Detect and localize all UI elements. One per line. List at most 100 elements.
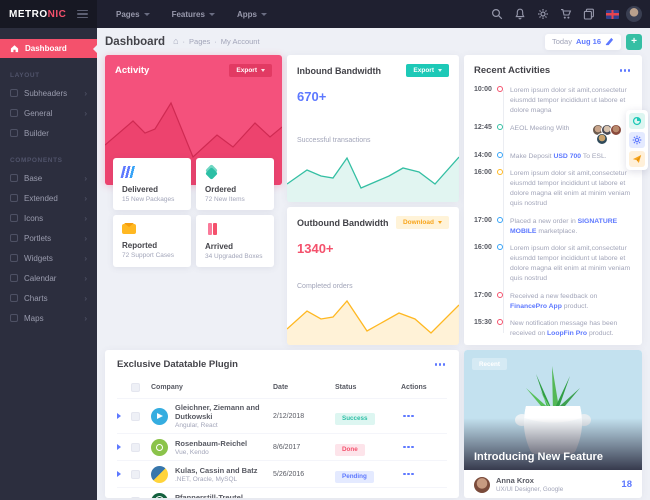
sidebar-item[interactable]: Extended › <box>0 188 97 208</box>
add-button[interactable]: + <box>626 33 642 50</box>
sidebar-section-layout: LAYOUT <box>10 72 40 79</box>
quick-toolbar <box>626 110 648 170</box>
column-header-company[interactable]: Company <box>151 384 183 391</box>
timeline-item: 12:45 AEOL Meeting With <box>474 123 632 145</box>
notifications-bell-icon[interactable] <box>511 5 529 23</box>
stat-tile[interactable]: Ordered 72 New Items <box>196 158 274 210</box>
inbound-line-chart <box>287 156 459 202</box>
row-actions-icon[interactable] <box>401 471 447 478</box>
column-header-status[interactable]: Status <box>335 384 357 391</box>
timeline-dot <box>497 168 503 175</box>
sidebar-item[interactable]: Maps › <box>0 308 97 328</box>
chevron-down-icon <box>438 69 442 72</box>
item-icon <box>10 214 18 222</box>
timeline-text: AEOL Meeting With <box>510 124 570 132</box>
breadcrumb-pages[interactable]: Pages <box>189 37 211 46</box>
sidebar-item[interactable]: Base › <box>0 168 97 188</box>
table-row: Kulas, Cassin and Batz .NET, Oracle, MyS… <box>117 460 447 487</box>
export-dropdown-button[interactable]: Export <box>229 64 272 77</box>
timeline-dot <box>497 319 503 325</box>
stat-icon <box>205 223 219 235</box>
timeline-link[interactable]: LoopFin Pro <box>547 330 588 338</box>
stat-tile[interactable]: Delivered 15 New Packages <box>113 158 191 210</box>
select-all-checkbox[interactable] <box>131 383 140 392</box>
sidebar-item-dashboard[interactable]: Dashboard <box>0 39 97 58</box>
breadcrumb: ⌂ · Pages · My Account <box>173 36 260 47</box>
company-cell: Pfannerstill-Treutel Node, SASS, Webpack <box>151 492 273 498</box>
top-menu-item[interactable]: Pages <box>107 6 159 23</box>
top-menu-item[interactable]: Features <box>163 6 224 23</box>
more-options-icon[interactable] <box>618 67 633 74</box>
row-actions-icon[interactable] <box>401 444 447 451</box>
top-menu-item[interactable]: Apps <box>228 6 276 23</box>
row-actions-icon[interactable] <box>401 413 447 420</box>
activity-timeline: 10:00 Lorem ipsum dolor sit amit,consect… <box>474 86 632 339</box>
quick-panel-icon[interactable] <box>580 5 598 23</box>
company-name: Gleichner, Ziemann and Dutkowski <box>175 403 260 421</box>
metronic-logo[interactable]: METRONIC <box>9 8 67 20</box>
sidebar-item[interactable]: Charts › <box>0 288 97 308</box>
main-content: Activity Export Delivered 15 New Package… <box>105 55 642 498</box>
timeline-item: 14:00 Make Deposit USD 700 To ESL. <box>474 151 632 162</box>
timeline-time: 17:00 <box>474 216 492 224</box>
row-checkbox[interactable] <box>131 469 140 479</box>
cart-icon[interactable] <box>557 5 575 23</box>
company-cell: Gleichner, Ziemann and Dutkowski Angular… <box>151 403 273 429</box>
subheader: Dashboard ⌂ · Pages · My Account Today A… <box>97 28 650 55</box>
settings-gear-icon[interactable] <box>629 132 645 148</box>
user-avatar[interactable] <box>626 6 642 22</box>
sidebar-item[interactable]: Portlets › <box>0 228 97 248</box>
company-logo <box>151 407 168 425</box>
timeline-item: 16:00 Lorem ipsum dolor sit amit,consect… <box>474 168 632 210</box>
timeline-item: 15:30 New notification message has been … <box>474 319 632 339</box>
row-checkbox[interactable] <box>131 496 140 498</box>
send-paper-plane-icon[interactable] <box>629 151 645 167</box>
date-picker-icon <box>605 37 614 46</box>
expand-row-icon[interactable] <box>117 471 121 477</box>
date-cell: 8/6/2017 <box>273 443 301 451</box>
avatar <box>610 123 622 136</box>
sidebar-item[interactable]: Builder <box>0 123 97 143</box>
settings-gear-icon[interactable] <box>534 5 552 23</box>
sidebar-toggle-icon[interactable] <box>77 9 88 19</box>
chevron-right-icon: › <box>84 88 87 98</box>
column-header-date[interactable]: Date <box>273 384 289 391</box>
timeline-time: 17:00 <box>474 291 492 299</box>
feature-author-row: Anna Krox UX/UI Designer, Google 18 <box>464 470 642 498</box>
chevron-right-icon: › <box>84 293 87 303</box>
author-avatar[interactable] <box>474 476 490 493</box>
date-picker-button[interactable]: Today Aug 16 <box>544 33 621 50</box>
expand-row-icon[interactable] <box>117 413 121 419</box>
layout-builder-chart-icon[interactable] <box>629 113 645 129</box>
timeline-link[interactable]: USD 700 <box>553 152 582 160</box>
timeline-item: 16:00 Lorem ipsum dolor sit amit,consect… <box>474 243 632 285</box>
feature-title: Introducing New Feature <box>474 451 603 463</box>
row-checkbox[interactable] <box>131 442 140 452</box>
search-icon[interactable] <box>488 5 506 23</box>
sidebar-item[interactable]: General › <box>0 103 97 123</box>
timeline-time: 12:45 <box>474 123 492 131</box>
stat-tile[interactable]: Arrived 34 Upgraded Boxes <box>196 215 274 267</box>
language-flag-icon[interactable] <box>603 5 621 23</box>
sidebar: Dashboard LAYOUT Subheaders › General › … <box>0 28 97 500</box>
sidebar-item[interactable]: Subheaders › <box>0 83 97 103</box>
stat-tile[interactable]: Reported 72 Support Cases <box>113 215 191 267</box>
feature-card: Recent Introducing New Feature Anna Krox… <box>464 350 642 498</box>
status-badge: Pending <box>335 497 374 498</box>
sidebar-item[interactable]: Widgets › <box>0 248 97 268</box>
company-name: Kulas, Cassin and Batz <box>175 465 258 475</box>
sidebar-item[interactable]: Calendar › <box>0 268 97 288</box>
company-logo <box>151 492 168 498</box>
breadcrumb-my-account[interactable]: My Account <box>220 37 260 46</box>
export-dropdown-button[interactable]: Export <box>406 64 449 77</box>
card-title: Exclusive Datatable Plugin <box>117 359 238 370</box>
more-options-icon[interactable] <box>433 361 448 368</box>
download-dropdown-button[interactable]: Download <box>395 216 449 229</box>
timeline-link[interactable]: FinancePro App <box>510 302 562 310</box>
sidebar-item[interactable]: Icons › <box>0 208 97 228</box>
row-checkbox[interactable] <box>131 411 140 421</box>
stat-icon <box>122 223 136 234</box>
timeline-link[interactable]: SIGNATURE MOBILE <box>510 217 618 235</box>
expand-row-icon[interactable] <box>117 444 121 450</box>
item-icon <box>10 174 18 182</box>
